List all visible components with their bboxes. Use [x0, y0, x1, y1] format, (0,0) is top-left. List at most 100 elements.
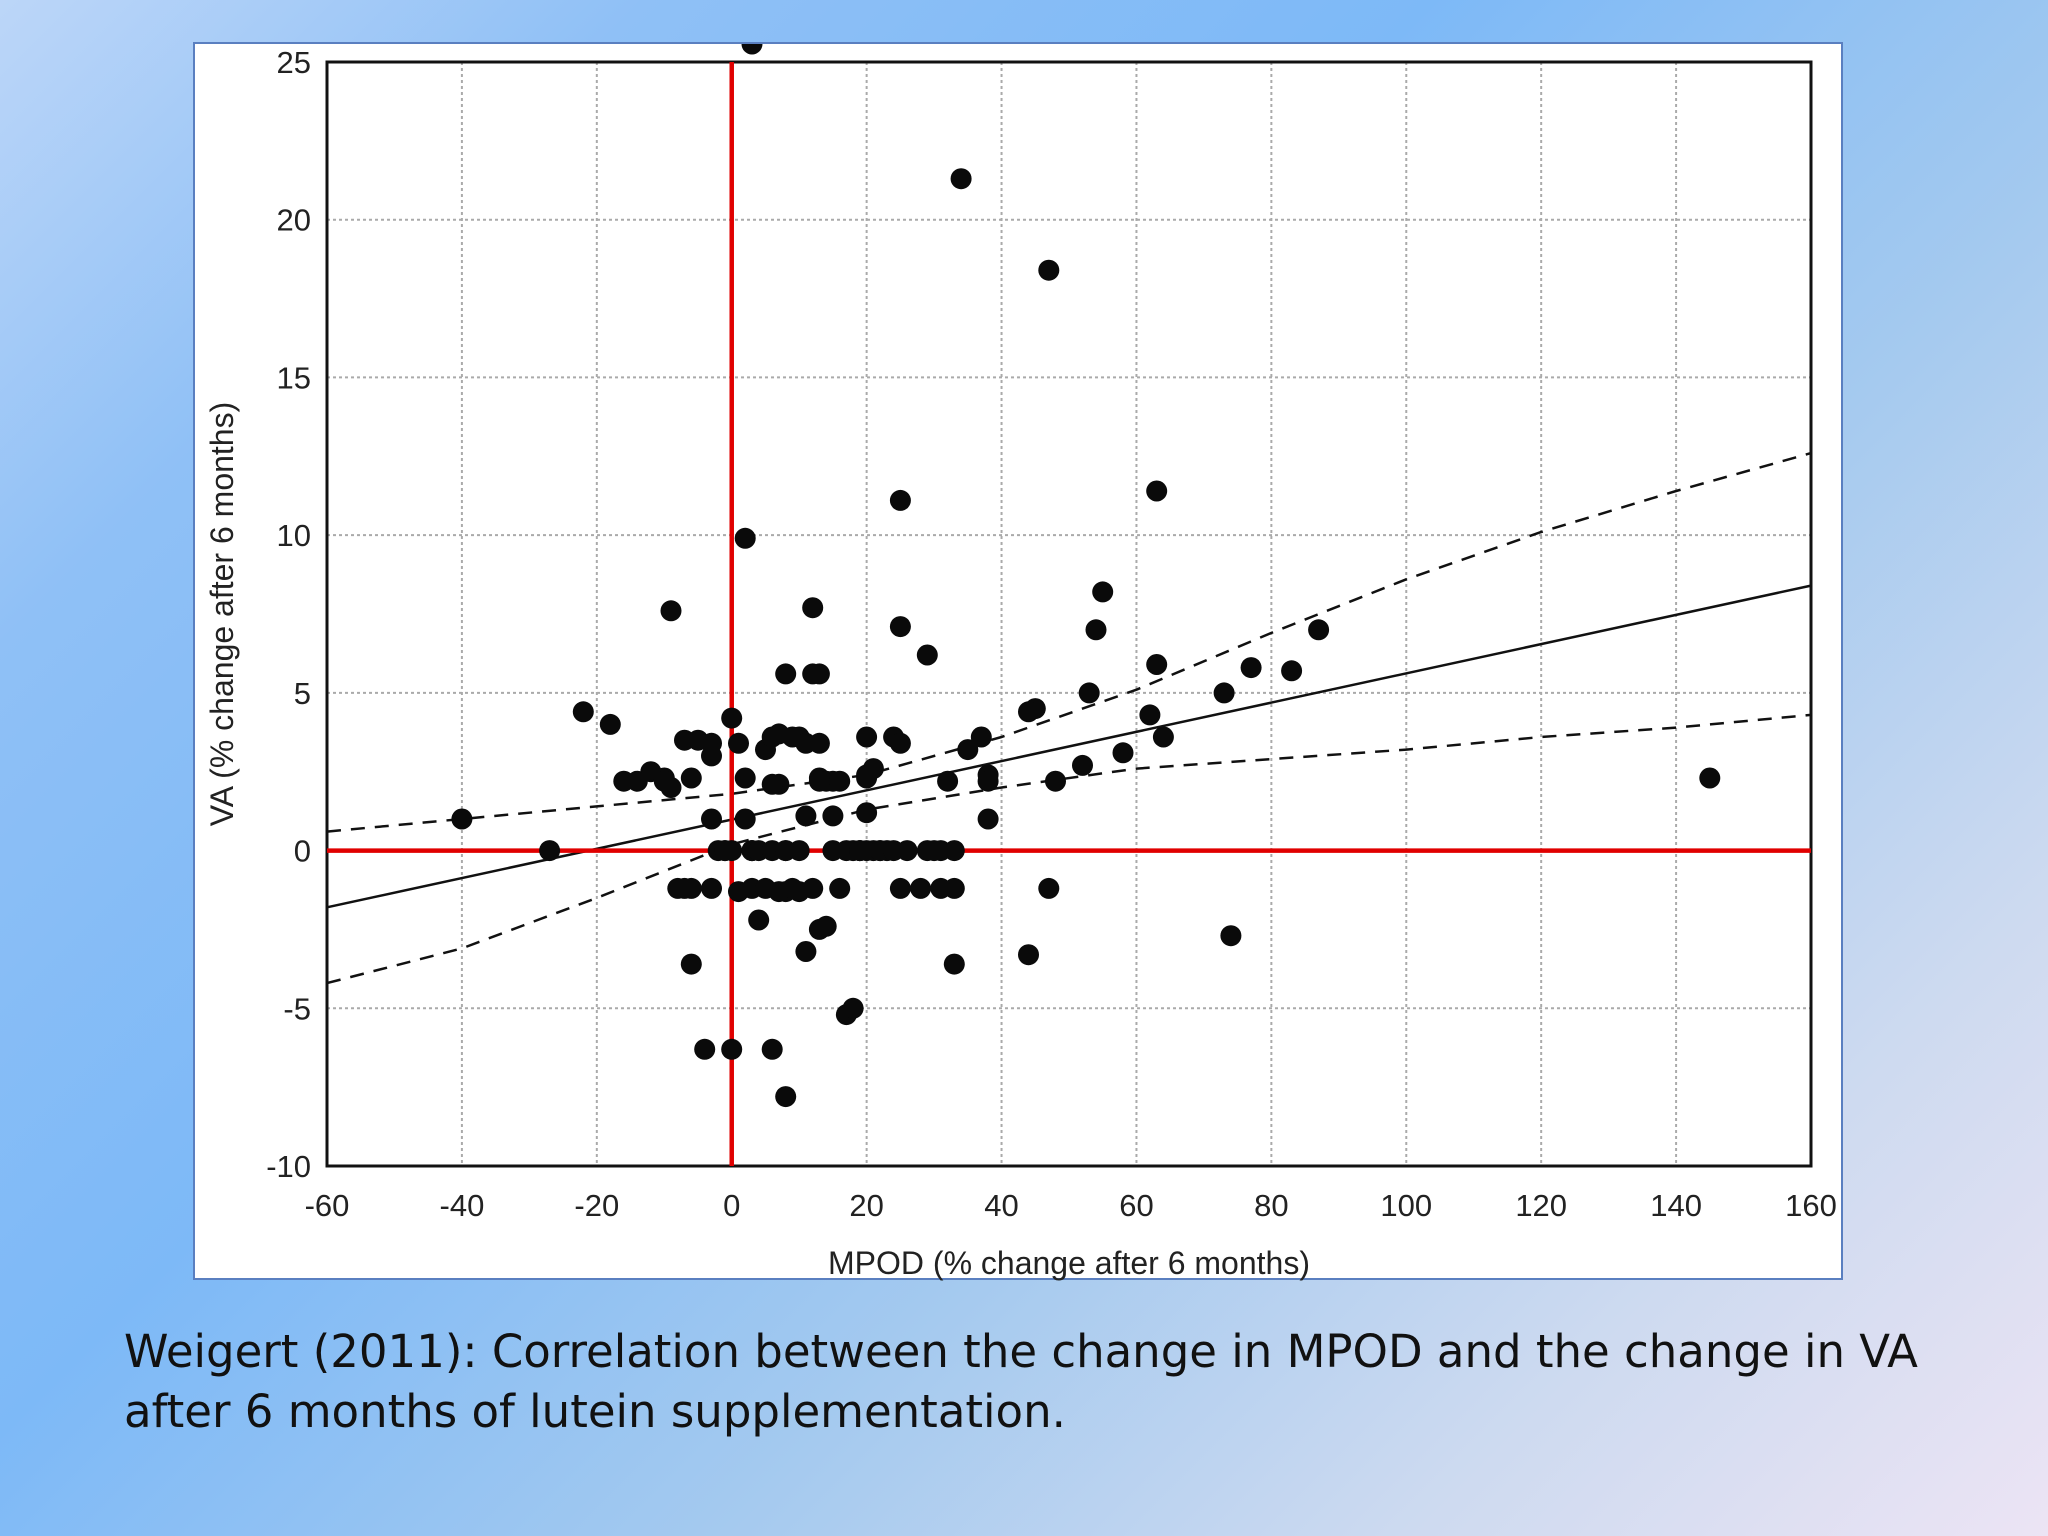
data-points — [451, 44, 1721, 1108]
data-point — [950, 168, 972, 190]
data-point — [761, 773, 783, 795]
slide-caption: Weigert (2011): Correlation between the … — [124, 1325, 1918, 1438]
confidence-band-upper — [326, 451, 1812, 833]
x-axis-ticks: -60 -40 -20 0 20 40 60 80 100 120 140 160 — [305, 1188, 1837, 1223]
x-axis-label: MPOD (% change after 6 months) — [828, 1245, 1310, 1281]
data-point — [856, 802, 878, 824]
y-tick-label: 20 — [277, 203, 311, 238]
data-point — [856, 726, 878, 748]
data-point — [943, 953, 965, 975]
data-point — [1281, 660, 1303, 682]
x-tick-label: 100 — [1380, 1188, 1432, 1223]
data-point — [761, 1038, 783, 1060]
x-tick-label: -40 — [440, 1188, 485, 1223]
data-point — [1146, 480, 1168, 502]
data-point — [930, 840, 952, 862]
data-point — [1146, 654, 1168, 675]
data-point — [572, 701, 594, 723]
data-point — [957, 739, 979, 761]
data-point — [721, 707, 743, 729]
data-point — [822, 840, 844, 862]
y-tick-label: 5 — [294, 676, 311, 711]
scatter-chart: 25 20 15 10 5 0 -5 -10 -60 -40 -20 0 20 40 60 80 100 120… — [204, 44, 1837, 1281]
confidence-band-lower — [326, 713, 1812, 985]
data-point — [748, 909, 770, 931]
data-point — [741, 44, 763, 55]
data-point — [889, 732, 911, 754]
data-point — [802, 877, 824, 899]
data-point — [943, 877, 965, 899]
data-point — [1072, 754, 1093, 776]
data-point — [970, 726, 992, 748]
data-point — [1038, 259, 1060, 281]
data-point — [734, 808, 756, 830]
data-point — [937, 770, 959, 792]
data-point — [1139, 704, 1161, 726]
y-tick-label: 15 — [277, 360, 311, 395]
data-point — [1240, 657, 1262, 679]
x-tick-label: -60 — [305, 1188, 350, 1223]
data-point — [849, 840, 871, 862]
data-point — [694, 1038, 716, 1060]
data-point — [680, 953, 702, 975]
data-point — [896, 840, 918, 862]
data-point — [1038, 877, 1060, 899]
y-axis-ticks: 25 20 15 10 5 0 -5 -10 — [266, 45, 311, 1184]
x-tick-label: 140 — [1650, 1188, 1702, 1223]
data-point — [1112, 742, 1134, 764]
data-point — [1018, 944, 1039, 966]
data-point — [599, 713, 621, 735]
data-point — [808, 663, 830, 685]
data-point — [451, 808, 473, 830]
data-point — [653, 770, 675, 792]
confidence-bands — [326, 451, 1812, 985]
plot-frame — [325, 60, 1813, 1168]
data-point — [660, 600, 682, 622]
data-point — [829, 877, 851, 899]
data-point — [842, 997, 864, 1019]
data-point — [1085, 619, 1107, 641]
y-axis-label: VA (% change after 6 months) — [204, 402, 240, 827]
data-point — [829, 770, 851, 792]
chart-figure: 25 20 15 10 5 0 -5 -10 -60 -40 -20 0 20 40 60 80 100 120… — [193, 42, 1843, 1281]
data-point — [680, 767, 702, 789]
data-point — [788, 840, 810, 862]
data-point — [667, 877, 689, 899]
data-point — [808, 732, 830, 754]
data-point — [714, 840, 736, 862]
data-point — [815, 915, 837, 937]
data-point — [1699, 767, 1721, 789]
grid-lines — [326, 61, 1812, 1167]
data-point — [889, 877, 911, 899]
data-point — [910, 877, 932, 899]
data-point — [1308, 619, 1330, 641]
x-tick-label: 0 — [723, 1188, 740, 1223]
data-point — [701, 808, 722, 830]
data-point — [734, 767, 756, 789]
data-point — [1078, 682, 1100, 704]
x-tick-label: -20 — [574, 1188, 619, 1223]
data-point — [1018, 701, 1039, 723]
data-point — [721, 1038, 743, 1060]
data-point — [889, 616, 911, 638]
data-point — [1220, 925, 1242, 947]
x-tick-label: 60 — [1119, 1188, 1153, 1223]
data-point — [802, 597, 824, 619]
data-point — [977, 770, 999, 792]
x-tick-label: 160 — [1785, 1188, 1837, 1223]
data-point — [775, 663, 797, 685]
x-tick-label: 120 — [1515, 1188, 1567, 1223]
data-point — [977, 808, 999, 830]
y-tick-label: 25 — [277, 45, 311, 80]
data-point — [916, 644, 938, 666]
x-tick-label: 80 — [1254, 1188, 1288, 1223]
data-point — [795, 941, 817, 962]
y-tick-label: -10 — [266, 1149, 311, 1184]
regression-line — [326, 584, 1812, 909]
data-point — [795, 805, 817, 827]
data-point — [1152, 726, 1174, 748]
data-point — [701, 877, 722, 899]
data-point — [701, 745, 722, 767]
data-point — [1213, 682, 1235, 704]
y-tick-label: 10 — [277, 518, 311, 553]
